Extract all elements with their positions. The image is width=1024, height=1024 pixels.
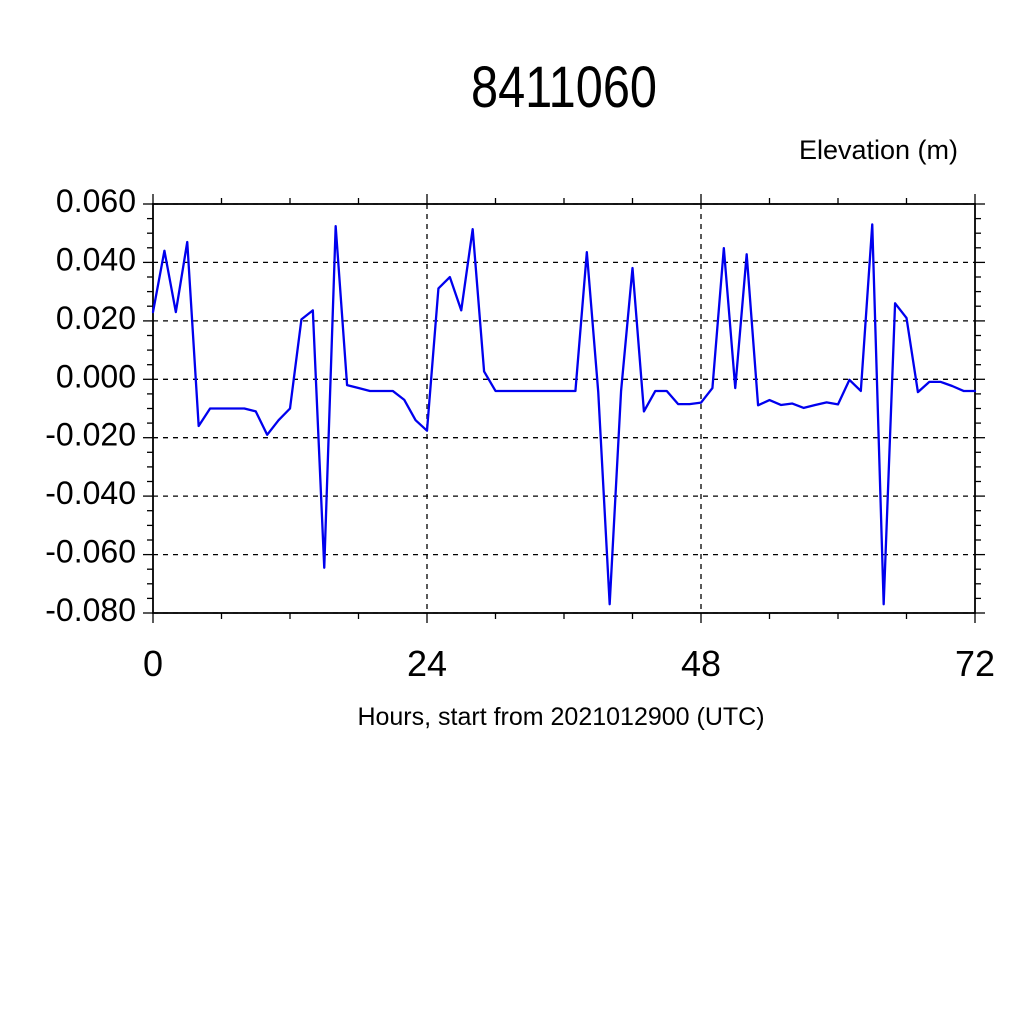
svg-text:-0.040: -0.040 [45,475,136,511]
svg-text:-0.080: -0.080 [45,592,136,628]
svg-text:72: 72 [955,643,995,684]
svg-text:-0.020: -0.020 [45,417,136,453]
svg-text:0.000: 0.000 [56,358,136,394]
svg-text:-0.060: -0.060 [45,534,136,570]
svg-text:48: 48 [681,643,721,684]
svg-text:24: 24 [407,643,447,684]
svg-text:0.020: 0.020 [56,300,136,336]
svg-text:0.040: 0.040 [56,241,136,277]
svg-text:0: 0 [143,643,163,684]
svg-text:0.060: 0.060 [56,183,136,219]
